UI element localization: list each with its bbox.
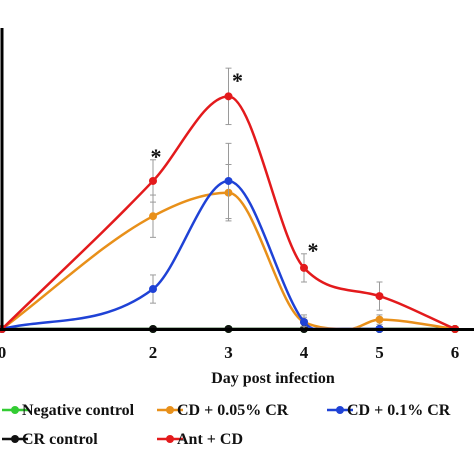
series-cd-0-05-cr: [0, 164, 459, 333]
legend-swatch-marker: [11, 435, 19, 443]
legend-item: Ant + CD: [157, 431, 243, 448]
legend-item: CD + 0.1% CR: [327, 402, 451, 419]
legend-label: CD + 0.1% CR: [347, 402, 451, 419]
legend-swatch-marker: [166, 406, 174, 414]
data-point: [149, 212, 157, 221]
x-tick-label: 3: [224, 343, 233, 362]
data-point: [224, 176, 233, 185]
data-point: [224, 92, 233, 101]
x-tick-label: 5: [375, 343, 384, 362]
x-axis-label: Day post infection: [211, 370, 335, 387]
legend-item: CD + 0.05% CR: [157, 402, 289, 419]
legend-label: CD + 0.05% CR: [177, 402, 289, 419]
legend-label: Negative control: [22, 402, 135, 419]
series-ant-cd: * * *: [0, 67, 459, 333]
data-point: [149, 285, 157, 294]
legend-item: CR control: [2, 431, 98, 448]
series-cd-0-1-cr: [0, 142, 384, 333]
legend-label: CR control: [22, 431, 98, 448]
legend-item: Negative control: [2, 402, 135, 419]
series-line: [1, 179, 380, 331]
significance-marker: *: [151, 144, 162, 169]
x-tick-labels: 0 2 3 4 5 6: [0, 343, 459, 362]
legend-swatch-marker: [11, 406, 19, 414]
legend-label: Ant + CD: [177, 431, 243, 448]
x-tick-label: 6: [451, 343, 460, 362]
x-tick-label: 0: [0, 343, 6, 362]
legend-swatch-marker: [336, 406, 344, 414]
legend: Negative control CD + 0.05% CR CD + 0.1% C…: [2, 402, 451, 448]
significance-marker: *: [232, 68, 243, 93]
data-point: [149, 176, 157, 185]
x-tick-label: 4: [300, 343, 309, 362]
significance-marker: *: [308, 238, 319, 263]
x-tick-label: 2: [149, 343, 158, 362]
data-point: [300, 317, 308, 326]
data-point: [375, 292, 384, 301]
data-point: [300, 263, 308, 272]
data-point: [375, 315, 384, 324]
plot-area: * * *: [0, 67, 459, 333]
legend-swatch-marker: [166, 435, 174, 443]
